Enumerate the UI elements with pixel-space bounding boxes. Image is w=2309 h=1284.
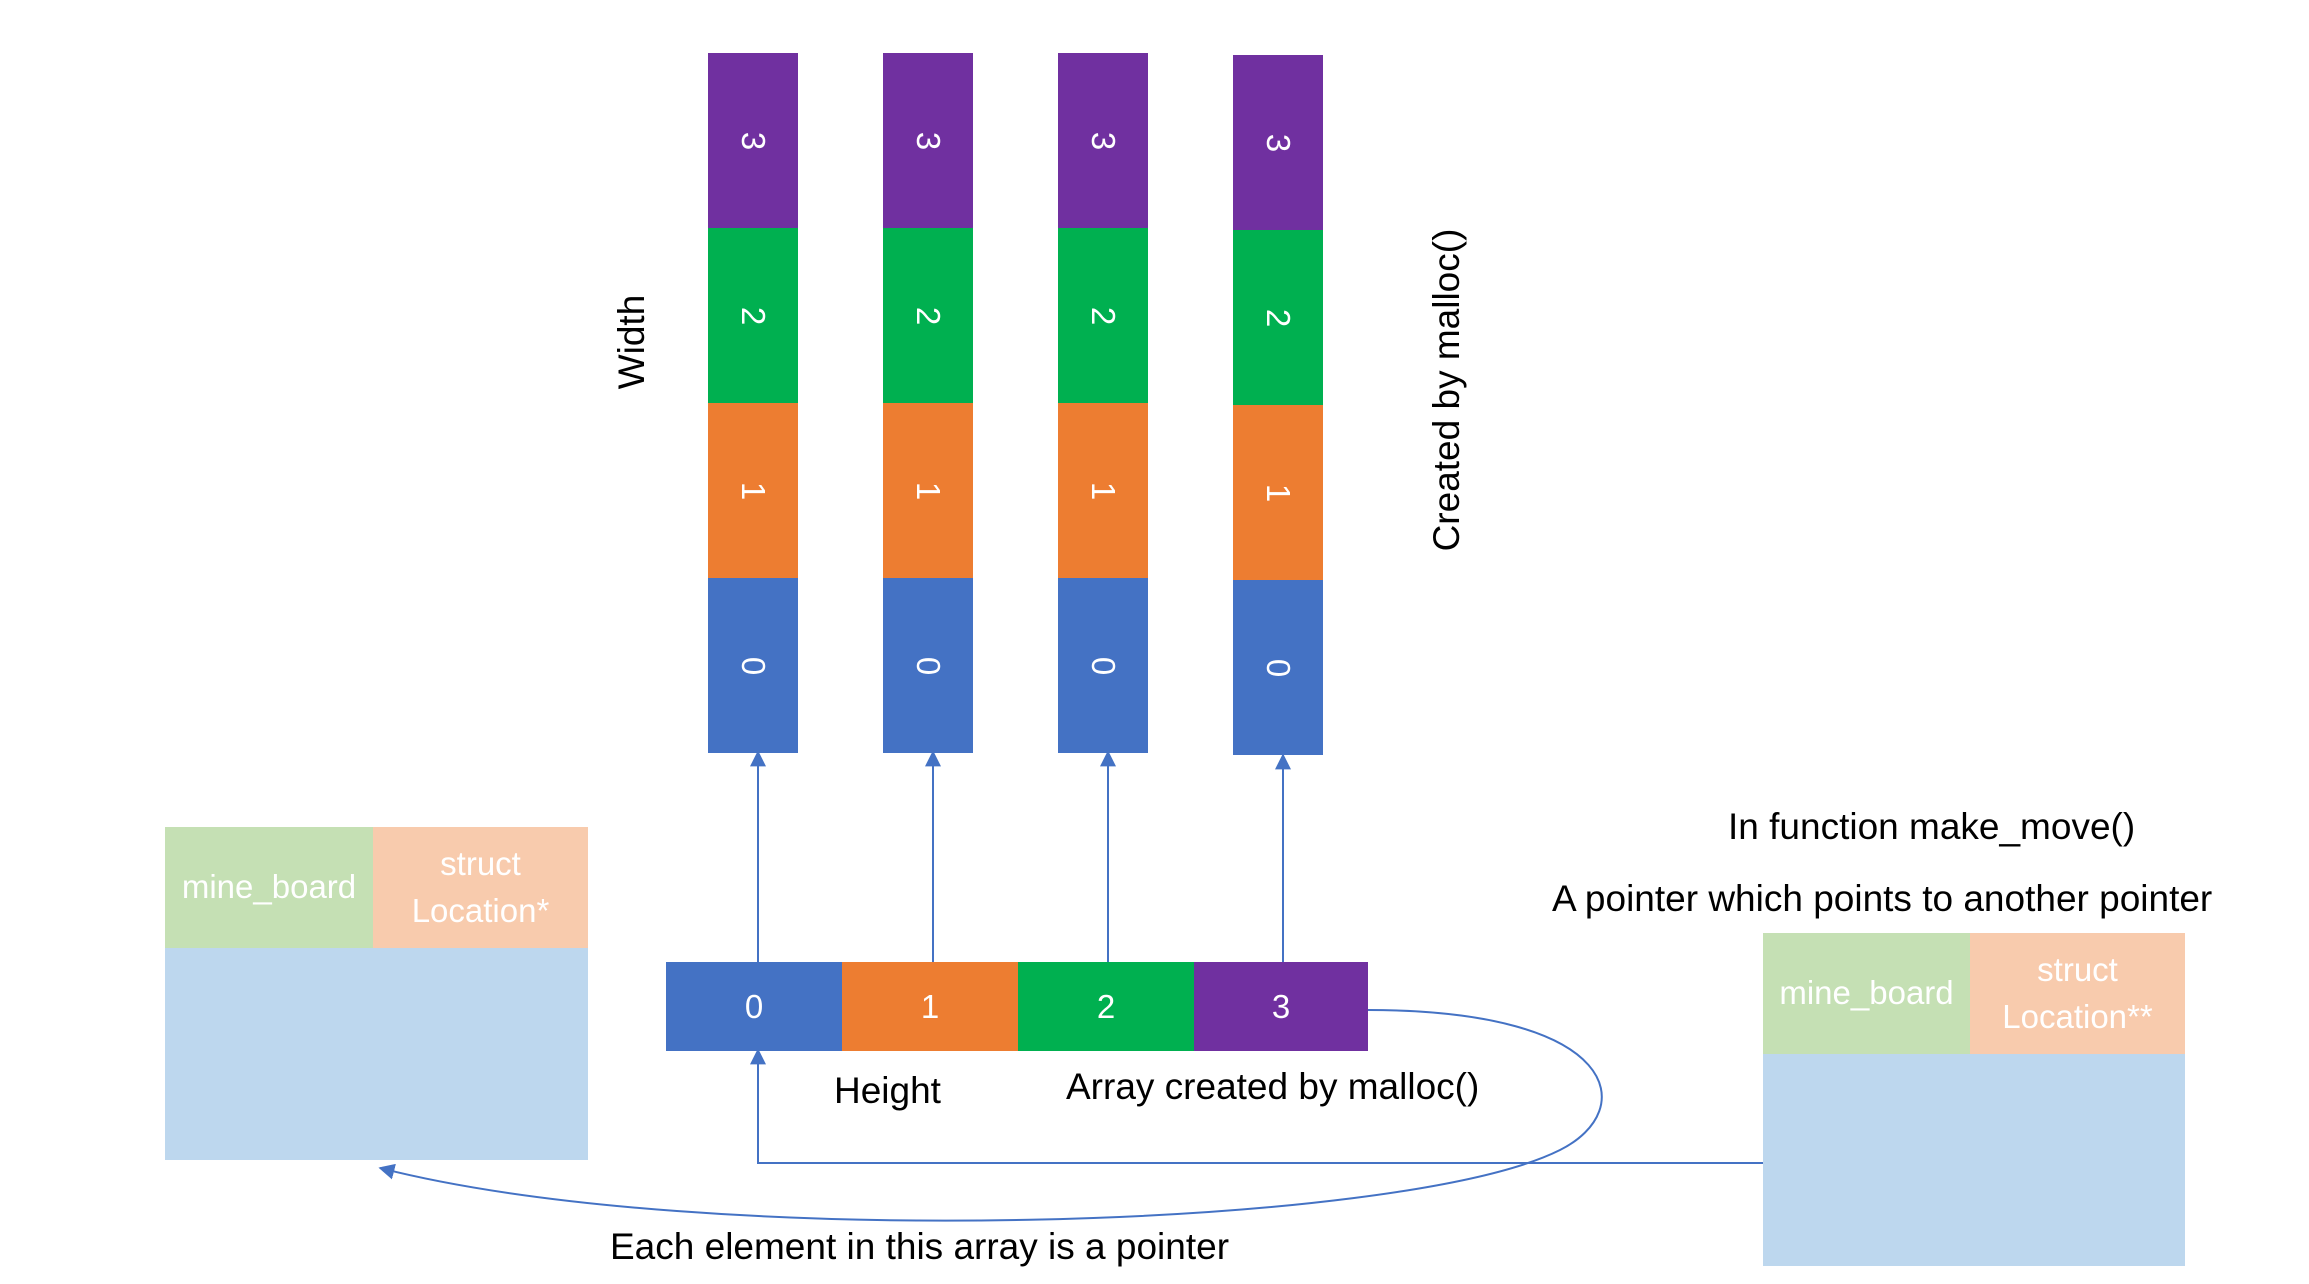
array-cell: 0 [666,962,842,1051]
column-cell: 3 [1058,53,1148,228]
column-cell: 2 [1233,230,1323,405]
pointer-desc-label: A pointer which points to another pointe… [1552,878,2213,919]
double-pointer-arrow [750,1048,1763,1164]
width-label: Width [611,294,652,390]
in-function-label: In function make_move() [1728,806,2136,847]
left-struct-mine-board: mine_board [165,827,373,948]
column-cell: 1 [1233,405,1323,580]
column-cell: 0 [1233,580,1323,755]
array-cell: 3 [1194,962,1368,1051]
column-cell: 3 [708,53,798,228]
right-struct-body [1763,1054,2185,1266]
column-cell: 1 [1058,403,1148,578]
left-struct-body [165,948,588,1160]
right-struct-mine-board: mine_board [1763,933,1970,1054]
array-created-label: Array created by malloc() [1066,1066,1480,1107]
array-cell: 1 [842,962,1018,1051]
height-label: Height [834,1070,941,1111]
column-cell: 3 [883,53,973,228]
column-cell: 0 [883,578,973,753]
column-cell: 1 [883,403,973,578]
column-cell: 2 [1058,228,1148,403]
array-cell: 2 [1018,962,1194,1051]
array-to-struct-curve [378,1009,1603,1222]
column-cell: 3 [1233,55,1323,230]
right-struct-location: struct Location** [1970,933,2185,1054]
each-element-label: Each element in this array is a pointer [610,1226,1230,1267]
column-cell: 2 [883,228,973,403]
column-cell: 0 [708,578,798,753]
left-struct-location: struct Location* [373,827,588,948]
column-cell: 1 [708,403,798,578]
column-cell: 0 [1058,578,1148,753]
column-cell: 2 [708,228,798,403]
created-by-malloc-label: Created by malloc() [1426,228,1467,552]
